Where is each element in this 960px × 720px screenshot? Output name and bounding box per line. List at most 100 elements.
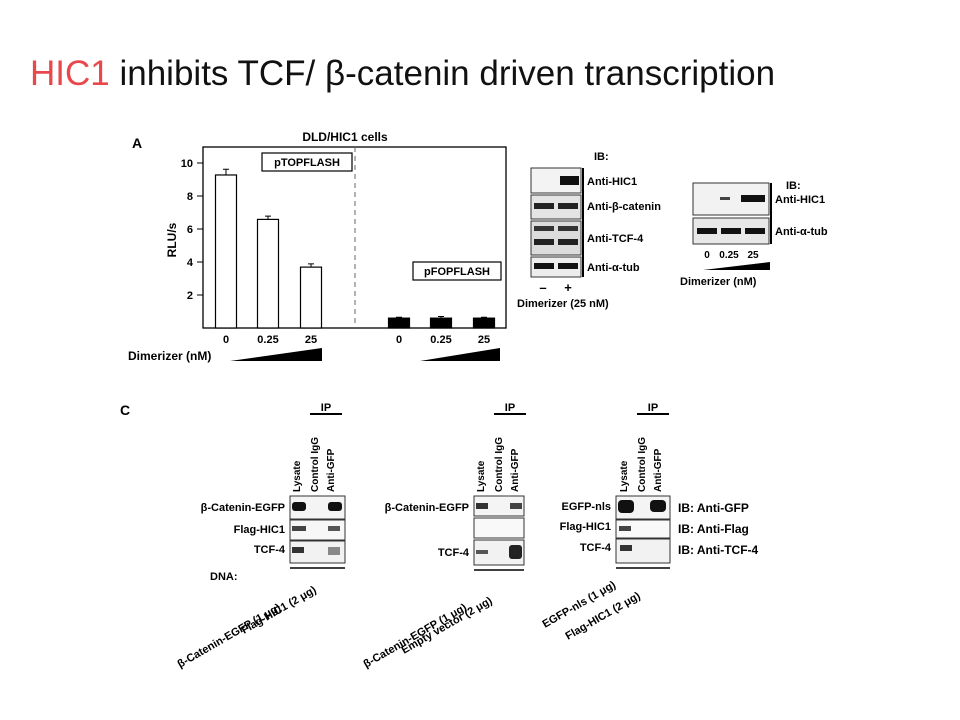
col-label: Control IgG: [494, 437, 505, 492]
error-bar: [308, 263, 314, 268]
legend-box-right: [412, 261, 502, 281]
ip-label: IP: [321, 402, 331, 414]
band: [558, 226, 578, 231]
bar-ptopflash-0: [214, 174, 238, 329]
col-label: Anti-GFP: [510, 448, 521, 492]
x-tick-label: 0.25: [430, 334, 451, 346]
band: [721, 228, 741, 234]
band: [534, 239, 554, 245]
x-categories: 0 0.25 25 0 0.25 25: [223, 334, 490, 346]
bars-group: [214, 168, 496, 329]
bar-pfopflash-0: [387, 317, 411, 329]
blot2-footer: Dimerizer (nM): [680, 276, 757, 288]
gradient-wedge-right: [420, 348, 500, 361]
bar-pfopflash-2: [472, 317, 496, 329]
y-tick-label: 6: [187, 224, 193, 236]
blot2-header: IB:: [786, 180, 801, 192]
blot2-row: Anti-α-tub: [775, 226, 828, 238]
col-label: Control IgG: [310, 437, 321, 492]
legend-box-left: [261, 152, 353, 172]
blot1-header: IB:: [594, 151, 609, 163]
col-label: Anti-GFP: [326, 448, 337, 492]
title-highlight: HIC1: [30, 54, 110, 93]
title-rest: inhibits TCF/ β-catenin driven transcrip…: [109, 54, 776, 93]
band: [534, 203, 554, 209]
col-label: Lysate: [619, 460, 630, 492]
coip-blot-1: IP Lysate Control IgG Anti-GFP β-Catenin…: [176, 402, 346, 671]
blot1-footer: Dimerizer (25 nM): [517, 298, 609, 310]
bar-pfopflash-1: [429, 317, 453, 329]
x-tick-label: 25: [305, 334, 317, 346]
error-bar: [265, 215, 271, 220]
blot-2: IB: Anti-HIC1 Anti-α-tub 0 0.25 25 Dimer…: [680, 180, 828, 288]
band: [697, 228, 717, 234]
row-label: β-Catenin-EGFP: [385, 502, 469, 514]
y-tick-label: 10: [181, 158, 193, 170]
legend-left: pTOPFLASH: [274, 157, 340, 169]
bar-ptopflash-2: [299, 266, 323, 329]
row-label: TCF-4: [438, 547, 470, 559]
col-label: Lysate: [476, 460, 487, 492]
legend-right: pFOPFLASH: [424, 266, 490, 278]
row-label: Flag-HIC1: [234, 524, 285, 536]
band: [720, 197, 730, 200]
bar-ptopflash-1: [256, 218, 280, 329]
x-tick-label: 25: [478, 334, 490, 346]
band: [534, 226, 554, 231]
coip-blot-2: IP Lysate Control IgG Anti-GFP β-Catenin…: [362, 402, 526, 671]
dna-label: DNA:: [210, 571, 238, 583]
band: [558, 203, 578, 209]
row-label: EGFP-nls: [561, 501, 611, 513]
band: [534, 263, 554, 269]
dna-item: Flag-HIC1 (2 μg): [240, 584, 319, 637]
row-label: Flag-HIC1: [560, 521, 611, 533]
error-bar: [396, 316, 402, 319]
band: [560, 176, 579, 185]
blot1-row: Anti-β-catenin: [587, 201, 661, 213]
cell-line-label: DLD/HIC1 cells: [302, 130, 388, 144]
gradient-wedge-left: [230, 348, 322, 361]
gradient-wedge: [703, 262, 770, 270]
band: [558, 263, 578, 269]
blot-1: IB: Anti-HIC1 Anti-β-catenin Anti-TCF-4 …: [517, 151, 661, 310]
y-tick-label: 2: [187, 290, 193, 302]
band: [745, 228, 765, 234]
y-axis: 10 8 6 4 2: [181, 158, 203, 302]
blot2-lane: 0.25: [719, 250, 739, 261]
error-bar: [223, 168, 229, 175]
dna-item: Empty vector (2 μg): [400, 595, 495, 657]
error-bar: [481, 316, 487, 319]
blot-panel: [530, 256, 582, 278]
blot1-lane: +: [564, 280, 572, 295]
x-tick-label: 0: [396, 334, 402, 346]
blot2-row: Anti-HIC1: [775, 194, 825, 206]
error-bar: [438, 315, 444, 319]
ip-label: IP: [648, 402, 658, 414]
row-label: TCF-4: [580, 542, 612, 554]
blot2-lane: 0: [704, 250, 710, 261]
col-label: Anti-GFP: [653, 448, 664, 492]
band: [558, 239, 578, 245]
col-label: Lysate: [292, 460, 303, 492]
ip-label: IP: [505, 402, 515, 414]
ib-label: IB: Anti-Flag: [678, 522, 749, 536]
blot1-row: Anti-HIC1: [587, 176, 637, 188]
row-label: β-Catenin-EGFP: [201, 502, 285, 514]
col-label: Control IgG: [637, 437, 648, 492]
blot1-row: Anti-α-tub: [587, 262, 640, 274]
y-tick-label: 4: [187, 257, 194, 269]
coip-blot-3: IP Lysate Control IgG Anti-GFP EGFP-nls …: [541, 402, 759, 643]
row-label: TCF-4: [254, 544, 286, 556]
blot1-lane: –: [539, 280, 546, 295]
panel-c-label: C: [120, 402, 130, 418]
blot1-row: Anti-TCF-4: [587, 233, 644, 245]
ib-label: IB: Anti-TCF-4: [678, 543, 759, 557]
x-tick-label: 0: [223, 334, 229, 346]
ib-label: IB: Anti-GFP: [678, 501, 749, 515]
x-tick-label: 0.25: [257, 334, 278, 346]
panel-a-label: A: [132, 135, 142, 151]
y-tick-label: 8: [187, 191, 193, 203]
slide-title: HIC1 inhibits TCF/ β-catenin driven tran…: [30, 50, 775, 98]
